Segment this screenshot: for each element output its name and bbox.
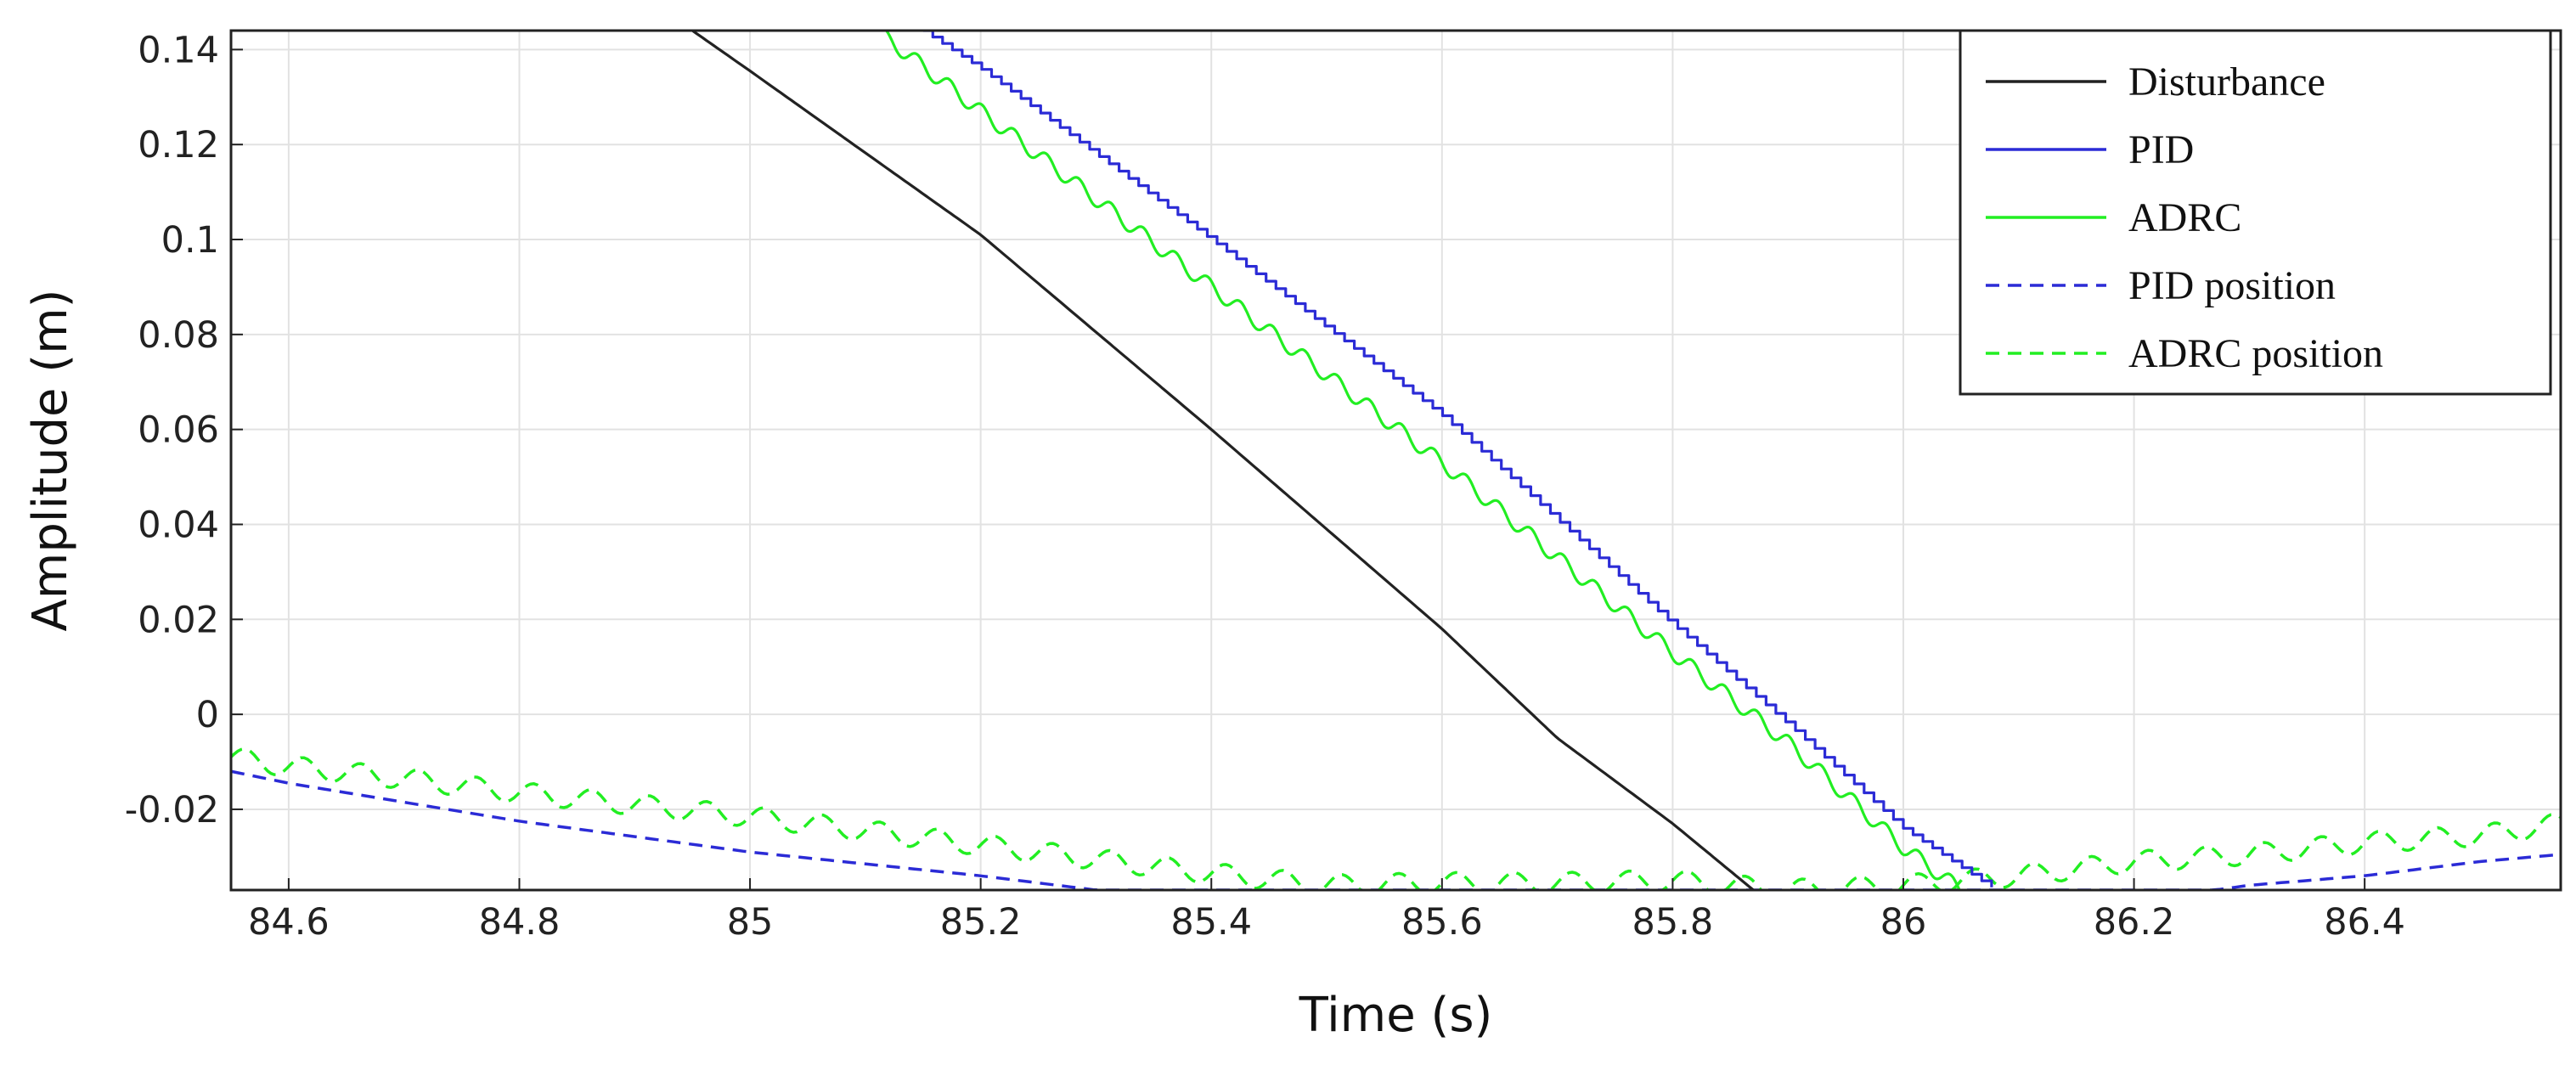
legend-entry: PID position bbox=[2128, 263, 2336, 308]
x-tick-label: 86.2 bbox=[2094, 901, 2175, 944]
legend-entry: ADRC bbox=[2128, 195, 2241, 240]
y-tick-label: 0.12 bbox=[138, 124, 219, 166]
y-tick-label: -0.02 bbox=[125, 789, 219, 831]
y-tick-label: 0 bbox=[196, 694, 219, 736]
y-tick-label: 0.04 bbox=[138, 504, 219, 546]
x-tick-label: 85.6 bbox=[1401, 901, 1483, 944]
series-lines bbox=[231, 31, 2561, 890]
axis-ticks: 84.6 84.8 85 85.2 85.4 85.6 85.8 86 86.2 86.4 -0.0… bbox=[125, 29, 2405, 944]
legend-box bbox=[1959, 29, 2552, 396]
x-axis-label: Time (s) bbox=[1299, 988, 1493, 1043]
x-tick-label: 86 bbox=[1880, 901, 1927, 944]
legend-entry: PID bbox=[2128, 127, 2194, 172]
series-line-pid bbox=[922, 31, 1993, 888]
series-line-adrc-position bbox=[231, 747, 2561, 890]
legend-entry: ADRC position bbox=[2128, 331, 2383, 376]
legend: Disturbance PID ADRC PID position ADRC posit… bbox=[1959, 29, 2552, 396]
y-tick-label: 0.02 bbox=[138, 599, 219, 641]
x-tick-label: 86.4 bbox=[2324, 901, 2405, 944]
legend-entry: Disturbance bbox=[2128, 59, 2325, 104]
x-tick-label: 85.4 bbox=[1170, 901, 1252, 944]
x-tick-label: 84.6 bbox=[248, 901, 330, 944]
y-tick-label: 0.14 bbox=[138, 29, 219, 71]
y-tick-label: 0.08 bbox=[138, 314, 219, 357]
y-tick-label: 0.1 bbox=[161, 219, 219, 262]
plot-area bbox=[229, 29, 2562, 892]
x-tick-label: 85.2 bbox=[940, 901, 1022, 944]
series-line-disturbance bbox=[691, 31, 1755, 890]
x-tick-label: 85 bbox=[727, 901, 774, 944]
x-tick-label: 85.8 bbox=[1632, 901, 1714, 944]
series-line-adrc bbox=[877, 31, 1961, 890]
x-tick-label: 84.8 bbox=[479, 901, 561, 944]
y-tick-label: 0.06 bbox=[138, 409, 219, 452]
y-axis-label: Amplitude (m) bbox=[23, 289, 78, 631]
